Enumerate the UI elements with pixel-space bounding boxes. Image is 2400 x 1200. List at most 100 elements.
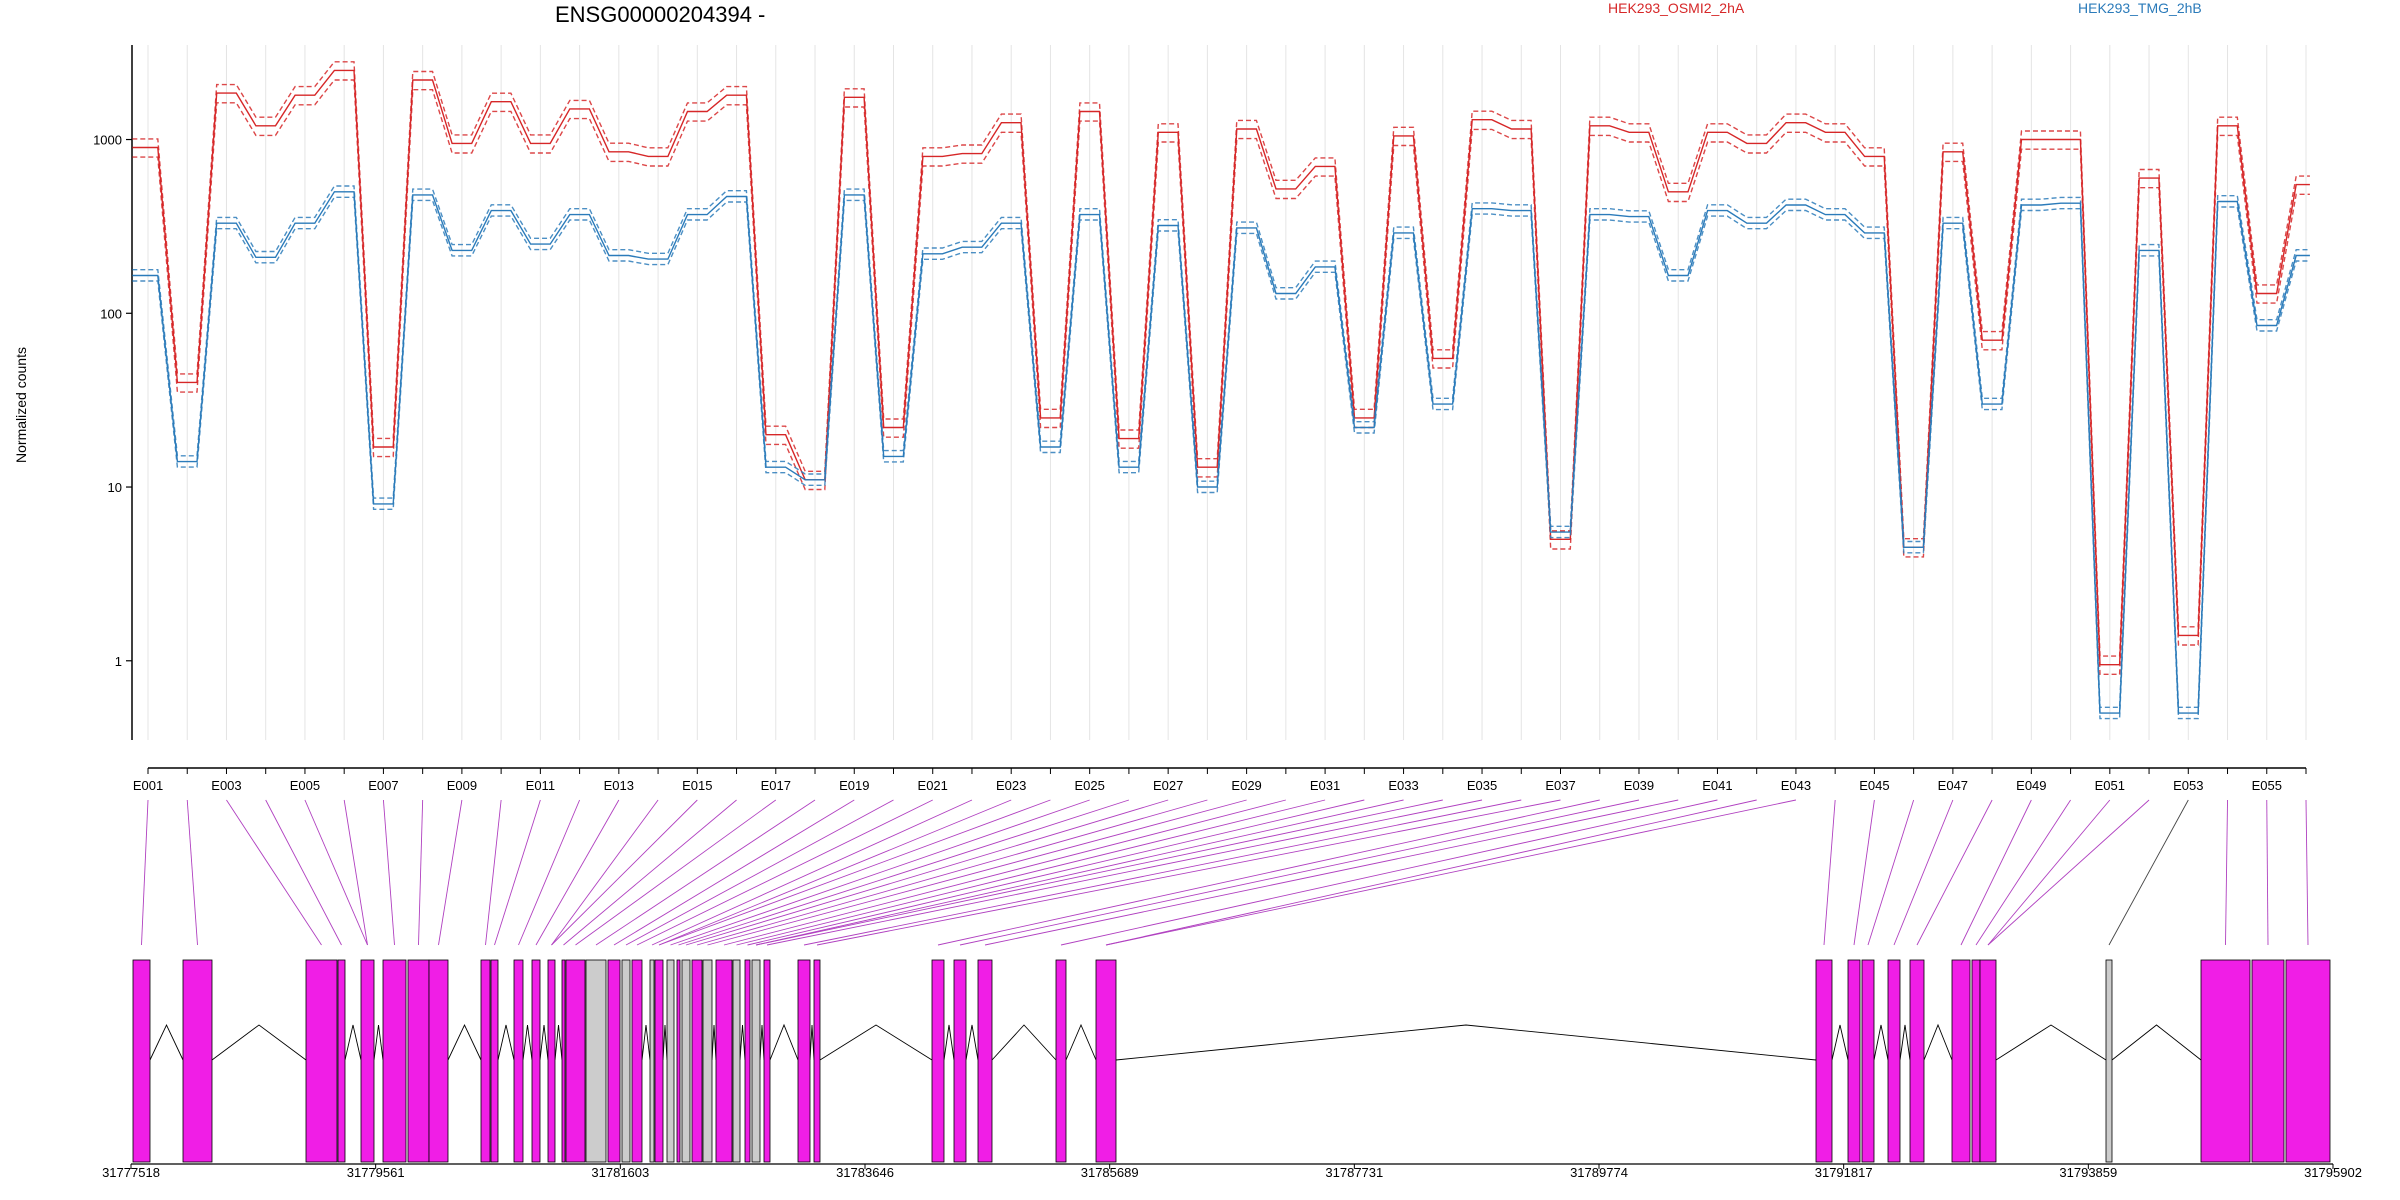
- intron-line: [1995, 1024, 2107, 1061]
- exon-box: [1887, 959, 1901, 1163]
- exon-link: [1987, 799, 2111, 946]
- exon-link: [816, 799, 1561, 946]
- x-tick-label: E031: [1310, 778, 1340, 793]
- exon-link: [2108, 799, 2189, 946]
- x-tick-label: E011: [526, 778, 555, 793]
- exon-link: [1060, 799, 1718, 946]
- exon-link: [1867, 799, 1915, 946]
- coord-label: 31785689: [1081, 1165, 1139, 1180]
- exon-box: [490, 959, 499, 1163]
- exon-box: [1971, 959, 1981, 1163]
- exon-box: [654, 959, 664, 1163]
- intron-line: [373, 1024, 384, 1061]
- exon-box: [561, 959, 566, 1163]
- intron-line: [497, 1024, 515, 1061]
- exon-link: [563, 799, 737, 946]
- intron-line: [641, 1024, 651, 1061]
- exon-box: [715, 959, 733, 1163]
- series-line: [132, 79, 2310, 675]
- exon-link: [595, 799, 816, 946]
- x-tick-label: E019: [839, 778, 869, 793]
- exon-link: [1853, 799, 1875, 946]
- coord-label: 31783646: [836, 1165, 894, 1180]
- exon-link: [707, 799, 1247, 946]
- intron-line: [769, 1023, 799, 1061]
- exon-link: [2266, 799, 2269, 946]
- x-tick-label: E029: [1231, 778, 1261, 793]
- exon-box: [531, 959, 541, 1163]
- series-2: [132, 185, 2310, 720]
- exon-box: [585, 959, 607, 1163]
- x-tick-label: E055: [2252, 778, 2282, 793]
- exon-link: [696, 799, 1208, 946]
- exon-box: [360, 959, 375, 1163]
- exon-link: [670, 799, 1090, 946]
- gene-model: [132, 959, 2331, 1163]
- exon-box: [607, 959, 621, 1163]
- exon-link: [438, 799, 463, 946]
- grid: [147, 45, 2307, 740]
- exon-link: [485, 799, 502, 946]
- exon-link: [535, 799, 620, 946]
- series-lines: [132, 61, 2310, 720]
- x-tick-label: E047: [1938, 778, 1968, 793]
- coord-label: 31781603: [591, 1165, 649, 1180]
- exon-link: [1823, 799, 1836, 946]
- exon-box: [732, 959, 741, 1163]
- intron-line: [1899, 1024, 1911, 1061]
- exon-link: [343, 799, 368, 946]
- exon-link: [141, 799, 149, 946]
- intron-line: [991, 1024, 1057, 1061]
- exon-link: [418, 799, 424, 946]
- legend-label-series-2: HEK293_TMG_2hB: [2078, 0, 2202, 16]
- x-tick-label: E001: [133, 778, 163, 793]
- series-1: [132, 61, 2310, 675]
- legend: HEK293_OSMI2_2hA HEK293_TMG_2hB: [1608, 0, 2202, 16]
- x-tick-label: E007: [368, 778, 398, 793]
- intron-line: [943, 1024, 955, 1061]
- exon-link: [304, 799, 368, 946]
- exon-link: [736, 799, 1326, 946]
- x-tick-label: E025: [1074, 778, 1104, 793]
- genomic-coordinate-axis: 31777518 31779561 31781603 31783646 31785689…: [102, 1163, 2362, 1180]
- exon-link: [494, 799, 541, 946]
- exon-box: [649, 959, 655, 1163]
- exon-box: [1815, 959, 1833, 1163]
- exon-link: [651, 799, 973, 946]
- series-line: [132, 185, 2310, 708]
- intron-line: [1115, 1024, 1817, 1061]
- exon-link: [636, 799, 933, 946]
- exon-box: [407, 959, 430, 1163]
- exon-link: [625, 799, 894, 946]
- exon-box: [676, 959, 681, 1163]
- exon-link: [1916, 799, 1993, 946]
- exon-link: [766, 799, 1483, 946]
- exon-link: [551, 799, 698, 946]
- x-tick-label: E039: [1624, 778, 1654, 793]
- coord-label: 31795902: [2304, 1165, 2362, 1180]
- series-line: [132, 69, 2310, 666]
- x-tick-label: E017: [761, 778, 791, 793]
- x-tick-label: E027: [1153, 778, 1183, 793]
- intron-line: [739, 1024, 746, 1061]
- exon-box: [547, 959, 556, 1163]
- exon-box: [513, 959, 524, 1163]
- exon-box: [763, 959, 771, 1163]
- exon-box: [132, 959, 151, 1163]
- exon-box: [813, 959, 821, 1163]
- exon-box: [621, 959, 631, 1163]
- exon-link: [1105, 799, 1757, 946]
- y-tick-label: 10: [108, 480, 122, 495]
- exon-link: [226, 799, 322, 946]
- exon-box: [691, 959, 703, 1163]
- exon-box: [428, 959, 449, 1163]
- series-line: [132, 191, 2310, 714]
- exon-box: [1055, 959, 1067, 1163]
- exon-box: [337, 959, 346, 1163]
- intron-line: [1923, 1023, 1953, 1061]
- intron-line: [819, 1024, 933, 1061]
- coord-label: 31777518: [102, 1165, 160, 1180]
- exon-box: [305, 959, 338, 1163]
- exon-box: [931, 959, 945, 1163]
